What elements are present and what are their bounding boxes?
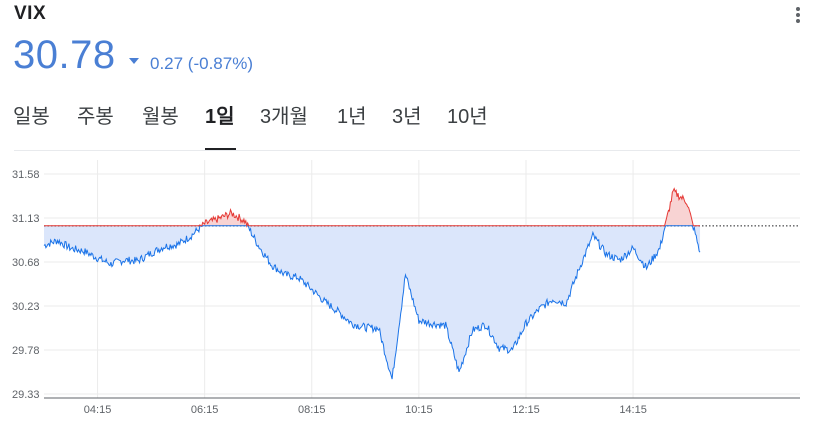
area-above-baseline [44, 188, 701, 226]
y-tick-label: 30.68 [12, 257, 40, 269]
price-change: 0.27 (-0.87%) [150, 54, 253, 73]
x-tick-label: 14:15 [619, 404, 647, 416]
x-tick-label: 08:15 [298, 404, 326, 416]
tab-monthly[interactable]: 월봉 [142, 106, 179, 128]
tab-divider [14, 150, 800, 151]
price-line-up [44, 187, 700, 228]
tab-daily[interactable]: 일봉 [13, 106, 50, 128]
ticker-symbol: VIX [14, 3, 47, 24]
active-tab-indicator [205, 148, 236, 150]
tab-3y[interactable]: 3년 [392, 106, 422, 128]
more-options-icon[interactable] [792, 5, 804, 27]
y-tick-label: 30.23 [12, 301, 40, 313]
y-tick-label: 31.58 [12, 169, 40, 181]
x-tick-label: 10:15 [405, 404, 433, 416]
y-tick-label: 29.33 [12, 389, 40, 401]
y-tick-label: 29.78 [12, 345, 40, 357]
x-tick-label: 12:15 [512, 404, 540, 416]
x-tick-label: 04:15 [84, 404, 112, 416]
area-below-baseline [44, 225, 701, 380]
x-axis-labels: 04:15 06:15 08:15 10:15 12:15 14:15 [84, 404, 647, 416]
y-tick-label: 31.13 [12, 213, 40, 225]
tab-1d[interactable]: 1일 [205, 106, 235, 128]
tab-weekly[interactable]: 주봉 [77, 106, 114, 128]
current-price: 30.78 [13, 33, 116, 77]
tab-3m[interactable]: 3개월 [260, 106, 308, 128]
price-line-down [43, 225, 701, 380]
y-axis-labels: 31.58 31.13 30.68 30.23 29.78 29.33 [12, 169, 40, 401]
triangle-down-icon [129, 58, 139, 64]
tab-10y[interactable]: 10년 [447, 106, 488, 128]
tab-1y[interactable]: 1년 [337, 106, 367, 128]
x-tick-label: 06:15 [191, 404, 219, 416]
